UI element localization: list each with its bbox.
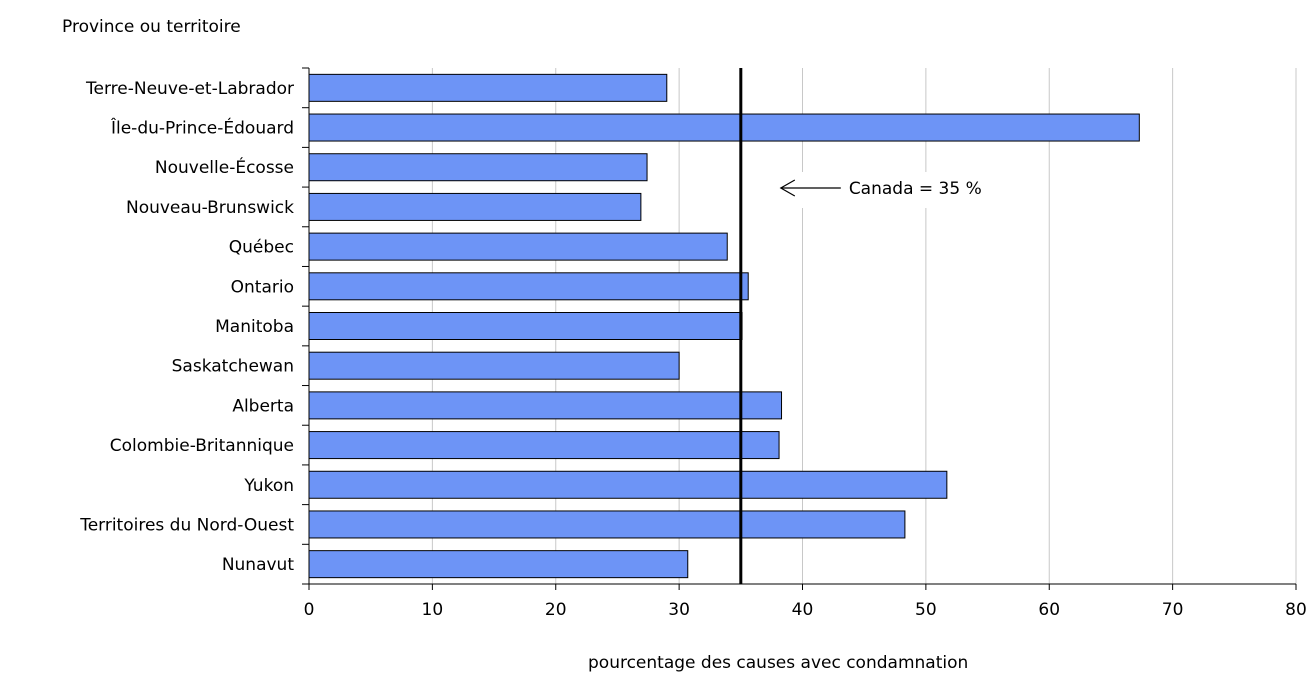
x-tick-label-1: 10 <box>422 600 444 620</box>
x-tick-label-5: 50 <box>915 600 937 620</box>
category-label-2: Nouvelle-Écosse <box>155 156 294 178</box>
bar-9 <box>308 431 780 460</box>
bar-12 <box>308 550 689 579</box>
reference-label: Canada = 35 % <box>849 179 982 199</box>
category-label-3: Nouveau-Brunswick <box>126 198 294 218</box>
bar-1 <box>308 113 1140 142</box>
x-tick-label-8: 80 <box>1285 600 1307 620</box>
bar-3 <box>308 192 642 221</box>
bar-4 <box>308 232 728 261</box>
category-label-10: Yukon <box>243 476 294 496</box>
x-tick-label-2: 20 <box>545 600 567 620</box>
bar-2 <box>308 153 648 182</box>
annotation-arrow-head <box>779 179 796 197</box>
x-tick-label-0: 0 <box>304 600 315 620</box>
bar-6 <box>308 312 743 340</box>
category-label-9: Colombie-Britannique <box>110 436 294 456</box>
x-axis-title: pourcentage des causes avec condamnation <box>588 653 969 673</box>
bar-5 <box>308 272 749 301</box>
bar-8 <box>308 391 783 420</box>
x-tick-label-6: 60 <box>1038 600 1060 620</box>
category-label-11: Territoires du Nord-Ouest <box>79 515 294 535</box>
category-label-7: Saskatchewan <box>172 357 294 377</box>
category-label-12: Nunavut <box>222 555 295 575</box>
x-tick-label-7: 70 <box>1162 600 1184 620</box>
category-label-6: Manitoba <box>215 317 294 337</box>
category-label-8: Alberta <box>232 396 294 416</box>
annotation-background <box>774 172 1025 208</box>
bar-10 <box>308 470 948 499</box>
bar-7 <box>308 351 680 380</box>
y-axis-title: Province ou territoire <box>62 17 241 37</box>
bar-11 <box>308 510 906 539</box>
category-label-4: Québec <box>229 238 294 258</box>
x-tick-label-3: 30 <box>668 600 690 620</box>
x-tick-label-4: 40 <box>792 600 814 620</box>
category-label-0: Terre-Neuve-et-Labrador <box>85 79 294 99</box>
category-label-5: Ontario <box>231 277 294 297</box>
category-label-1: Île-du-Prince-Édouard <box>110 117 294 139</box>
bar-0 <box>308 73 668 102</box>
